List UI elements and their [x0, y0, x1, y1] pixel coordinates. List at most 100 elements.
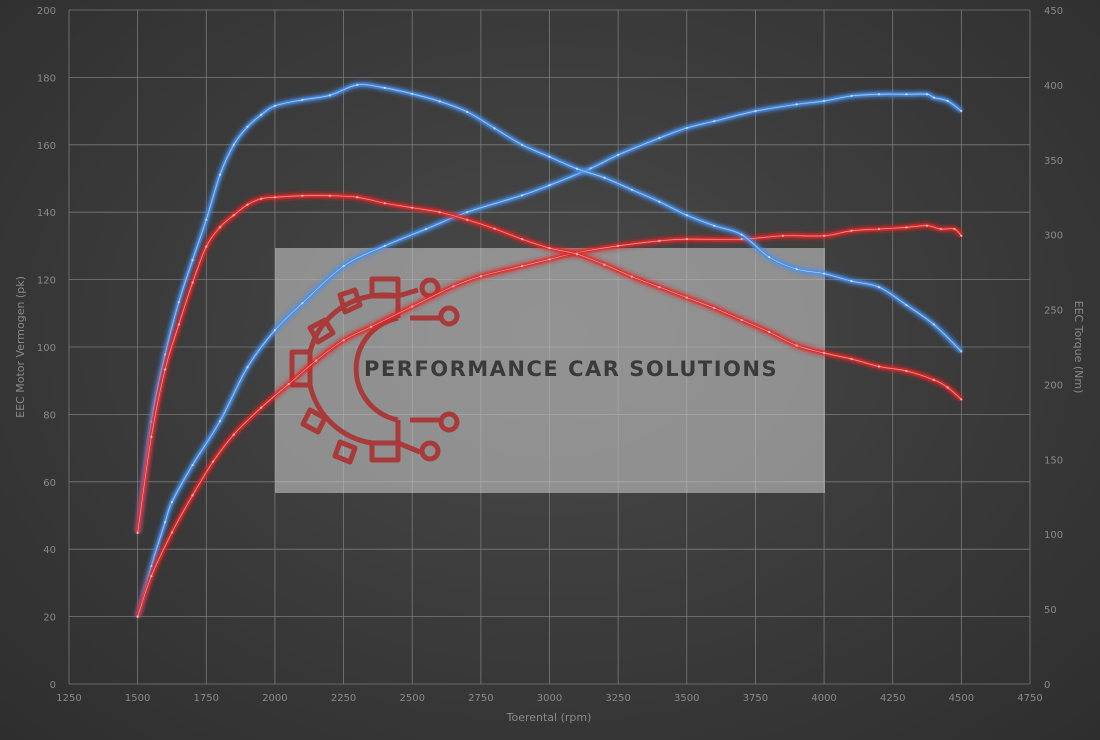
data-point	[548, 258, 551, 261]
data-point	[191, 281, 194, 284]
data-point	[795, 344, 798, 347]
left-tick-label: 200	[37, 6, 56, 17]
data-point	[877, 365, 881, 368]
data-point	[850, 229, 853, 232]
data-point	[260, 197, 263, 200]
data-point	[260, 113, 263, 116]
data-point	[170, 500, 174, 504]
data-point	[713, 306, 716, 310]
data-point	[905, 303, 908, 307]
data-point	[232, 143, 235, 146]
right-tick-label: 150	[1044, 455, 1063, 466]
data-point	[658, 200, 661, 203]
data-point	[939, 227, 942, 231]
data-point	[617, 153, 620, 157]
data-point	[630, 188, 633, 191]
data-point	[953, 227, 956, 231]
brand-text: PERFORMANCE CAR SOLUTIONS	[364, 357, 778, 381]
x-tick-label: 2250	[331, 693, 356, 704]
right-tick-label: 50	[1044, 605, 1057, 616]
data-point	[452, 285, 455, 288]
data-point	[932, 96, 936, 99]
data-point	[740, 318, 743, 322]
x-tick-label: 1500	[125, 693, 150, 704]
data-point	[520, 194, 524, 197]
data-point	[466, 110, 469, 113]
watermark-box	[275, 248, 825, 493]
data-point	[740, 238, 743, 241]
data-point	[150, 575, 153, 578]
data-point	[342, 339, 345, 342]
data-point	[246, 366, 249, 369]
data-point	[850, 94, 853, 98]
data-point	[205, 218, 208, 221]
series-highlight	[137, 225, 962, 617]
data-point	[438, 211, 441, 214]
data-point	[685, 238, 688, 241]
data-point	[520, 265, 524, 268]
right-tick-label: 250	[1044, 306, 1063, 317]
data-point	[438, 100, 441, 103]
data-point	[328, 94, 331, 97]
data-point	[493, 127, 496, 130]
data-point	[273, 329, 277, 332]
left-axis-ticks: 0 20 40 60 80 100 120 140 160 180 200	[37, 6, 56, 691]
x-tick-label: 2750	[468, 693, 493, 704]
x-tick-label: 4000	[811, 693, 836, 704]
data-point	[191, 259, 194, 262]
data-point	[466, 211, 469, 214]
data-point	[768, 256, 771, 259]
series-2-right	[135, 82, 964, 534]
left-tick-label: 160	[37, 141, 56, 152]
data-point	[575, 167, 579, 170]
right-tick-label: 400	[1044, 81, 1063, 92]
data-point	[713, 120, 716, 123]
x-tick-label: 4750	[1017, 693, 1042, 704]
right-tick-label: 300	[1044, 231, 1063, 242]
left-tick-label: 100	[37, 343, 56, 354]
data-point	[170, 531, 174, 534]
data-point	[946, 99, 949, 103]
data-point	[273, 196, 277, 199]
x-tick-label: 3750	[743, 693, 768, 704]
x-tick-label: 1250	[56, 693, 81, 704]
data-point	[479, 275, 482, 278]
data-point	[191, 494, 194, 497]
series-0-left	[135, 91, 963, 618]
data-point	[925, 93, 929, 96]
x-tick-label: 3000	[537, 693, 562, 704]
data-point	[685, 296, 688, 299]
data-point	[850, 279, 853, 283]
right-axis-ticks: 0 50 100 150 200 250 300 350 400 450	[1044, 6, 1063, 691]
data-point	[273, 104, 277, 107]
data-point	[754, 110, 757, 113]
data-point	[905, 226, 908, 229]
left-tick-label: 20	[43, 613, 56, 624]
data-point	[301, 302, 304, 305]
data-point	[246, 125, 249, 128]
data-point	[946, 386, 949, 389]
data-point	[548, 247, 551, 250]
x-tick-label: 2500	[399, 693, 424, 704]
data-point	[177, 323, 180, 326]
data-point	[925, 224, 929, 227]
left-axis-title: EEC Motor Vermogen (pk)	[14, 276, 27, 418]
data-point	[520, 238, 524, 241]
data-point	[589, 167, 592, 170]
data-point	[383, 86, 386, 89]
data-point	[383, 202, 386, 205]
data-point	[658, 285, 661, 289]
data-point	[850, 357, 853, 361]
data-point	[960, 110, 963, 113]
left-tick-label: 140	[37, 208, 56, 219]
left-tick-label: 0	[50, 680, 56, 691]
data-point	[822, 272, 826, 275]
x-tick-label: 1750	[194, 693, 219, 704]
data-point	[218, 420, 222, 423]
data-point	[150, 564, 153, 568]
data-point	[205, 245, 208, 248]
left-tick-label: 40	[43, 545, 56, 556]
x-tick-label: 4500	[949, 693, 974, 704]
data-point	[136, 615, 139, 618]
data-point	[960, 234, 963, 237]
